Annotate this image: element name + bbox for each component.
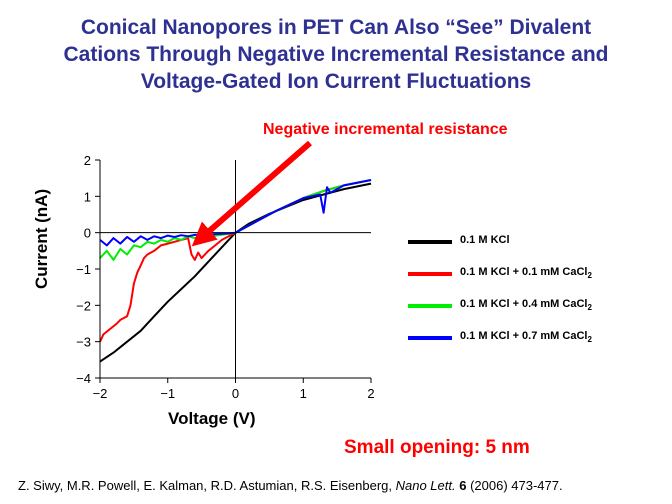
- citation-volume: 6: [459, 478, 467, 493]
- annotation-label: Negative incremental resistance: [263, 121, 508, 138]
- x-tick-label: −1: [160, 386, 175, 401]
- x-tick-label: 1: [300, 386, 307, 401]
- citation-journal: Nano Lett.: [395, 478, 456, 493]
- x-axis-label: Voltage (V): [168, 409, 256, 428]
- slide-title: Conical Nanopores in PET Can Also “See” …: [0, 14, 672, 95]
- legend-swatch: [408, 240, 452, 244]
- x-tick-label: 0: [232, 386, 239, 401]
- title-line-3: Voltage-Gated Ion Current Fluctuations: [140, 70, 532, 93]
- y-axis-label: Current (nA): [32, 188, 51, 289]
- title-line-2: Cations Through Negative Incremental Res…: [63, 43, 609, 66]
- legend-label: 0.1 M KCl + 0.1 mM CaCl2: [460, 266, 592, 281]
- series-line-0: [99, 182, 372, 363]
- legend-label: 0.1 M KCl: [460, 234, 510, 246]
- citation: Z. Siwy, M.R. Powell, E. Kalman, R.D. As…: [18, 478, 563, 493]
- y-tick-label: 2: [84, 153, 91, 168]
- y-tick-label: −1: [76, 262, 91, 277]
- axes-layer: −4 −3 −2 −1 0 1 2 −2 −1 0 1 2: [76, 153, 374, 401]
- legend-swatch: [408, 272, 452, 276]
- y-tick-label: 1: [84, 189, 91, 204]
- x-tick-label: 2: [367, 386, 374, 401]
- annotation-arrow: [191, 140, 312, 247]
- y-tick-label: 0: [84, 226, 91, 241]
- citation-rest: (2006) 473-477.: [466, 478, 563, 493]
- legend-swatch: [408, 304, 452, 308]
- y-tick-label: −4: [76, 371, 91, 386]
- x-tick-label: −2: [93, 386, 108, 401]
- legend-label: 0.1 M KCl + 0.4 mM CaCl2: [460, 298, 592, 313]
- legend-label: 0.1 M KCl + 0.7 mM CaCl2: [460, 330, 592, 345]
- title-line-1: Conical Nanopores in PET Can Also “See” …: [80, 16, 592, 39]
- citation-authors: Z. Siwy, M.R. Powell, E. Kalman, R.D. As…: [18, 478, 396, 493]
- y-tick-label: −3: [76, 335, 91, 350]
- small-opening-label: Small opening: 5 nm: [344, 437, 530, 458]
- y-tick-label: −2: [76, 298, 91, 313]
- legend-swatch: [408, 336, 452, 340]
